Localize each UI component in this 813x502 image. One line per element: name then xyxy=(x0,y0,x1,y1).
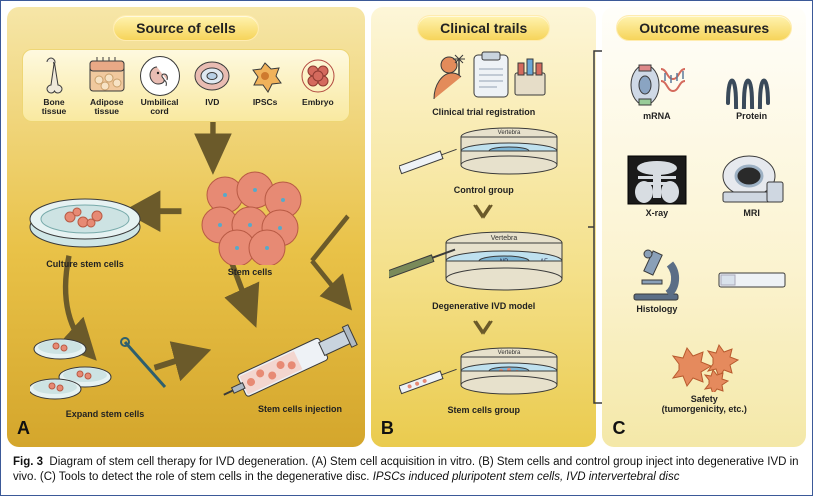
stem-cells-group: Vertebra Stem cells group xyxy=(399,345,569,415)
down-arrows-2 xyxy=(464,319,504,337)
xray-label: X-ray xyxy=(646,208,669,218)
panel-a: Source of cells Bonetissue xyxy=(7,7,365,447)
syringe: Stem cells injection xyxy=(215,312,385,414)
tumor-icon xyxy=(659,336,749,392)
stemgroup-label: Stem cells group xyxy=(447,405,520,415)
panel-b-body: Clinical trial registration Vertebra xyxy=(379,41,589,419)
svg-text:Vertebra: Vertebra xyxy=(497,130,520,136)
stem-cells-label: Stem cells xyxy=(228,267,273,277)
caption-fig: Fig. 3 xyxy=(13,456,43,468)
panels-row: Source of cells Bonetissue xyxy=(7,7,806,447)
source-ipsc: IPSCs xyxy=(240,56,290,117)
source-adipose-label: Adiposetissue xyxy=(90,98,124,117)
mrna-icon xyxy=(627,61,687,109)
stem-cells-icon xyxy=(195,170,305,265)
histology-label: Histology xyxy=(636,304,677,314)
slide-icon xyxy=(717,269,787,291)
degenerative-model: NP AF Vertebra Degenerative IVD model xyxy=(389,229,579,311)
source-ivd: IVD xyxy=(187,56,237,117)
ivd-icon xyxy=(192,56,232,96)
source-embryo-label: Embryo xyxy=(302,98,334,107)
clinical-registration: Clinical trial registration xyxy=(419,49,549,117)
bone-icon xyxy=(34,56,74,96)
xray-icon xyxy=(626,154,688,206)
model-label: Degenerative IVD model xyxy=(432,301,535,311)
outcome-xray: X-ray xyxy=(612,142,701,231)
caption-title: Diagram of stem cell therapy for IVD deg… xyxy=(49,456,308,468)
inject-label: Stem cells injection xyxy=(258,404,342,414)
panel-b-letter: B xyxy=(381,418,394,439)
caption-a: (A) Stem cell acquisition in vitro. xyxy=(312,456,476,468)
panel-a-title: Source of cells xyxy=(113,15,259,41)
outcome-slide xyxy=(707,236,796,325)
bracket-icon xyxy=(588,47,604,407)
registration-icon xyxy=(419,49,549,105)
petri-dish-icon xyxy=(25,177,145,257)
control-group: Vertebra Control group xyxy=(399,125,569,195)
expand-dishes: Expand stem cells xyxy=(30,327,180,419)
control-disc-icon: Vertebra xyxy=(399,125,569,183)
down-arrows-1 xyxy=(464,203,504,221)
panel-a-body: Stem cells Culture stem cells xyxy=(15,122,357,419)
mrna-label: mRNA xyxy=(643,111,671,121)
syringe-icon xyxy=(215,312,385,402)
source-adipose: Adiposetissue xyxy=(82,56,132,117)
source-embryo: Embryo xyxy=(293,56,343,117)
expand-dishes-icon xyxy=(30,327,180,407)
adipose-icon xyxy=(87,56,127,96)
outcome-mri: MRI xyxy=(707,142,796,231)
outcome-safety: Safety (tumorgenicity, etc.) xyxy=(612,331,796,420)
culture-dish: Culture stem cells xyxy=(25,177,145,269)
ipsc-icon xyxy=(245,56,285,96)
safety-label: Safety (tumorgenicity, etc.) xyxy=(662,394,747,414)
outcome-protein: Protein xyxy=(707,47,796,136)
panel-c-letter: C xyxy=(612,418,625,439)
embryo-cord-icon xyxy=(140,56,180,96)
svg-text:Vertebra: Vertebra xyxy=(490,235,517,242)
source-ipsc-label: IPSCs xyxy=(253,98,278,107)
stemgroup-disc-icon: Vertebra xyxy=(399,345,569,403)
svg-text:Vertebra: Vertebra xyxy=(497,350,520,356)
sources-box: Bonetissue Adiposetissue xyxy=(22,49,350,122)
expand-label: Expand stem cells xyxy=(66,409,145,419)
protein-label: Protein xyxy=(736,111,767,121)
mri-label: MRI xyxy=(743,208,760,218)
source-cord: Umbilicalcord xyxy=(134,56,184,117)
panel-c: Outcome measures mRNA xyxy=(602,7,806,447)
figure-container: Source of cells Bonetissue xyxy=(0,0,813,496)
stem-cells-cluster: Stem cells xyxy=(195,170,305,277)
figure-caption: Fig. 3 Diagram of stem cell therapy for … xyxy=(7,447,806,489)
embryo-icon xyxy=(298,56,338,96)
panel-b-title: Clinical trails xyxy=(417,15,550,41)
registration-label: Clinical trial registration xyxy=(432,107,535,117)
panel-b: Clinical trails xyxy=(371,7,597,447)
panel-c-grid: mRNA Protein xyxy=(610,41,798,419)
source-bone: Bonetissue xyxy=(29,56,79,117)
panel-c-title: Outcome measures xyxy=(616,15,792,41)
source-bone-label: Bonetissue xyxy=(42,98,67,117)
protein-icon xyxy=(722,61,782,109)
source-ivd-label: IVD xyxy=(205,98,219,107)
outcome-histology: Histology xyxy=(612,236,701,325)
microscope-icon xyxy=(628,246,686,302)
caption-c: (C) Tools to detect the role of stem cel… xyxy=(40,471,370,483)
culture-label: Culture stem cells xyxy=(46,259,124,269)
outcome-mrna: mRNA xyxy=(612,47,701,136)
source-cord-label: Umbilicalcord xyxy=(141,98,179,117)
panel-a-letter: A xyxy=(17,418,30,439)
control-label: Control group xyxy=(454,185,514,195)
caption-defs: IPSCs induced pluripotent stem cells, IV… xyxy=(373,471,680,483)
model-disc-icon: NP AF Vertebra xyxy=(389,229,579,299)
mri-icon xyxy=(719,154,785,206)
